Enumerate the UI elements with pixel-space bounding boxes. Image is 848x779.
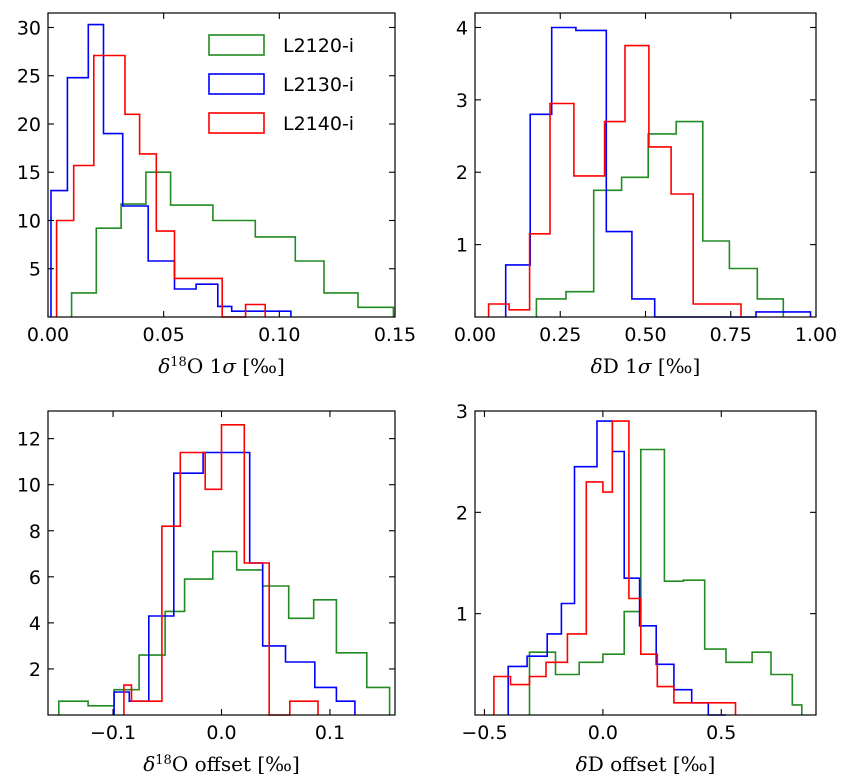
x-tick-label: −0.5: [461, 722, 507, 744]
x-tick-label: 0.00: [454, 324, 496, 346]
axes-frame: [474, 410, 817, 716]
x-tick-label: 0.10: [258, 324, 300, 346]
y-tick-label: 30: [17, 17, 41, 39]
legend-label-L2130-i: L2130-i: [283, 74, 354, 96]
x-tick-label: 0.0: [588, 722, 618, 744]
axes-frame: [474, 12, 817, 318]
y-tick-label: 2: [456, 162, 468, 184]
panel-3: −0.1 0.0 0.1 2 4 6 8 10 12 δ18O offset [‰]: [17, 410, 396, 776]
x-tick-label: 0.00: [27, 324, 69, 346]
y-tick-label: 12: [17, 429, 41, 451]
x-tick-label: 0.75: [710, 324, 752, 346]
y-tick-label: 15: [17, 162, 41, 184]
x-axis-title: δD offset [‰]: [576, 752, 716, 776]
y-tick-label: 1: [456, 235, 468, 257]
x-tick-label: 0.25: [539, 324, 581, 346]
x-axis-title: δ18O offset [‰]: [143, 752, 300, 776]
series-L2130-i-histogram: [50, 23, 292, 317]
y-tick-label: 3: [456, 401, 468, 423]
series-L2140-i-histogram: [487, 44, 742, 317]
series-L2130-i-histogram: [113, 451, 356, 715]
y-tick-label: 2: [29, 659, 41, 681]
legend-swatch-L2140-i: [208, 112, 265, 134]
legend-swatch-L2130-i: [208, 73, 265, 95]
x-tick-label: 0.1: [315, 722, 345, 744]
series-L2120-i-histogram: [70, 171, 395, 317]
y-tick-label: 4: [456, 17, 468, 39]
legend-label-L2120-i: L2120-i: [283, 35, 354, 57]
axes-frame: [47, 12, 396, 318]
y-tick-label: 2: [456, 502, 468, 524]
y-tick-label: 4: [29, 613, 41, 635]
series-L2130-i-histogram: [504, 26, 812, 318]
y-tick-label: 10: [17, 210, 41, 232]
x-tick-label: 0.05: [143, 324, 185, 346]
panel-4: −0.5 0.0 0.5 1 2 3 δD offset [‰]: [456, 401, 817, 776]
series-L2130-i-histogram: [507, 420, 726, 716]
x-tick-label: 0.15: [374, 324, 416, 346]
x-tick-label: 0.50: [624, 324, 666, 346]
legend: L2120-i L2130-i L2140-i: [208, 34, 354, 135]
legend-swatch-L2120-i: [208, 34, 265, 56]
x-axis-title: δD 1σ [‰]: [591, 354, 701, 378]
x-tick-label: −0.1: [90, 722, 136, 744]
x-axis-title: δ18O 1σ [‰]: [158, 354, 285, 378]
y-tick-label: 25: [17, 66, 41, 88]
panel-1: 0.00 0.05 0.10 0.15 5 10 15 20 25 30 δ18O 1σ [‰] L2…: [17, 12, 416, 378]
y-tick-label: 3: [456, 90, 468, 112]
y-tick-label: 10: [17, 475, 41, 497]
y-tick-label: 20: [17, 114, 41, 136]
x-tick-label: 0.5: [706, 722, 736, 744]
series-L2140-i-histogram: [123, 424, 319, 716]
x-tick-label: 0.0: [206, 722, 236, 744]
series-L2120-i-histogram: [528, 448, 803, 715]
series-L2120-i-histogram: [535, 120, 785, 317]
x-tick-label: 1.00: [795, 324, 837, 346]
series-L2120-i-histogram: [58, 550, 391, 715]
y-tick-label: 6: [29, 567, 41, 589]
panel-2: 0.00 0.25 0.50 0.75 1.00 1 2 3 4 δD 1σ [‰]: [454, 12, 837, 378]
y-tick-label: 8: [29, 521, 41, 543]
legend-label-L2140-i: L2140-i: [283, 113, 354, 135]
y-tick-label: 5: [29, 259, 41, 281]
series-L2140-i-histogram: [493, 420, 737, 715]
y-tick-label: 1: [456, 604, 468, 626]
